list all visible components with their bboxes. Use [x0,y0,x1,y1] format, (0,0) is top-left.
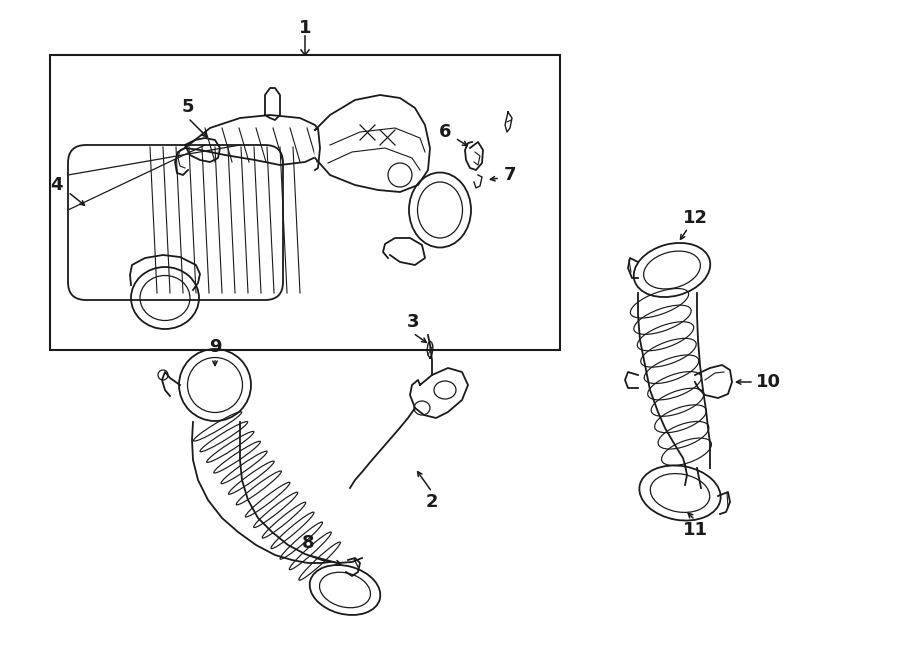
Text: 9: 9 [209,338,221,356]
Text: 6: 6 [439,123,451,141]
Text: 1: 1 [299,19,311,37]
Text: 3: 3 [407,313,419,331]
Text: 5: 5 [182,98,194,116]
Text: 2: 2 [426,493,438,511]
Text: 10: 10 [755,373,780,391]
Text: 8: 8 [302,534,314,552]
Polygon shape [315,95,430,192]
Text: 4: 4 [50,176,62,194]
Text: 11: 11 [682,521,707,539]
Text: 12: 12 [682,209,707,227]
Bar [50,55,560,350]
Text: 7: 7 [504,166,517,184]
